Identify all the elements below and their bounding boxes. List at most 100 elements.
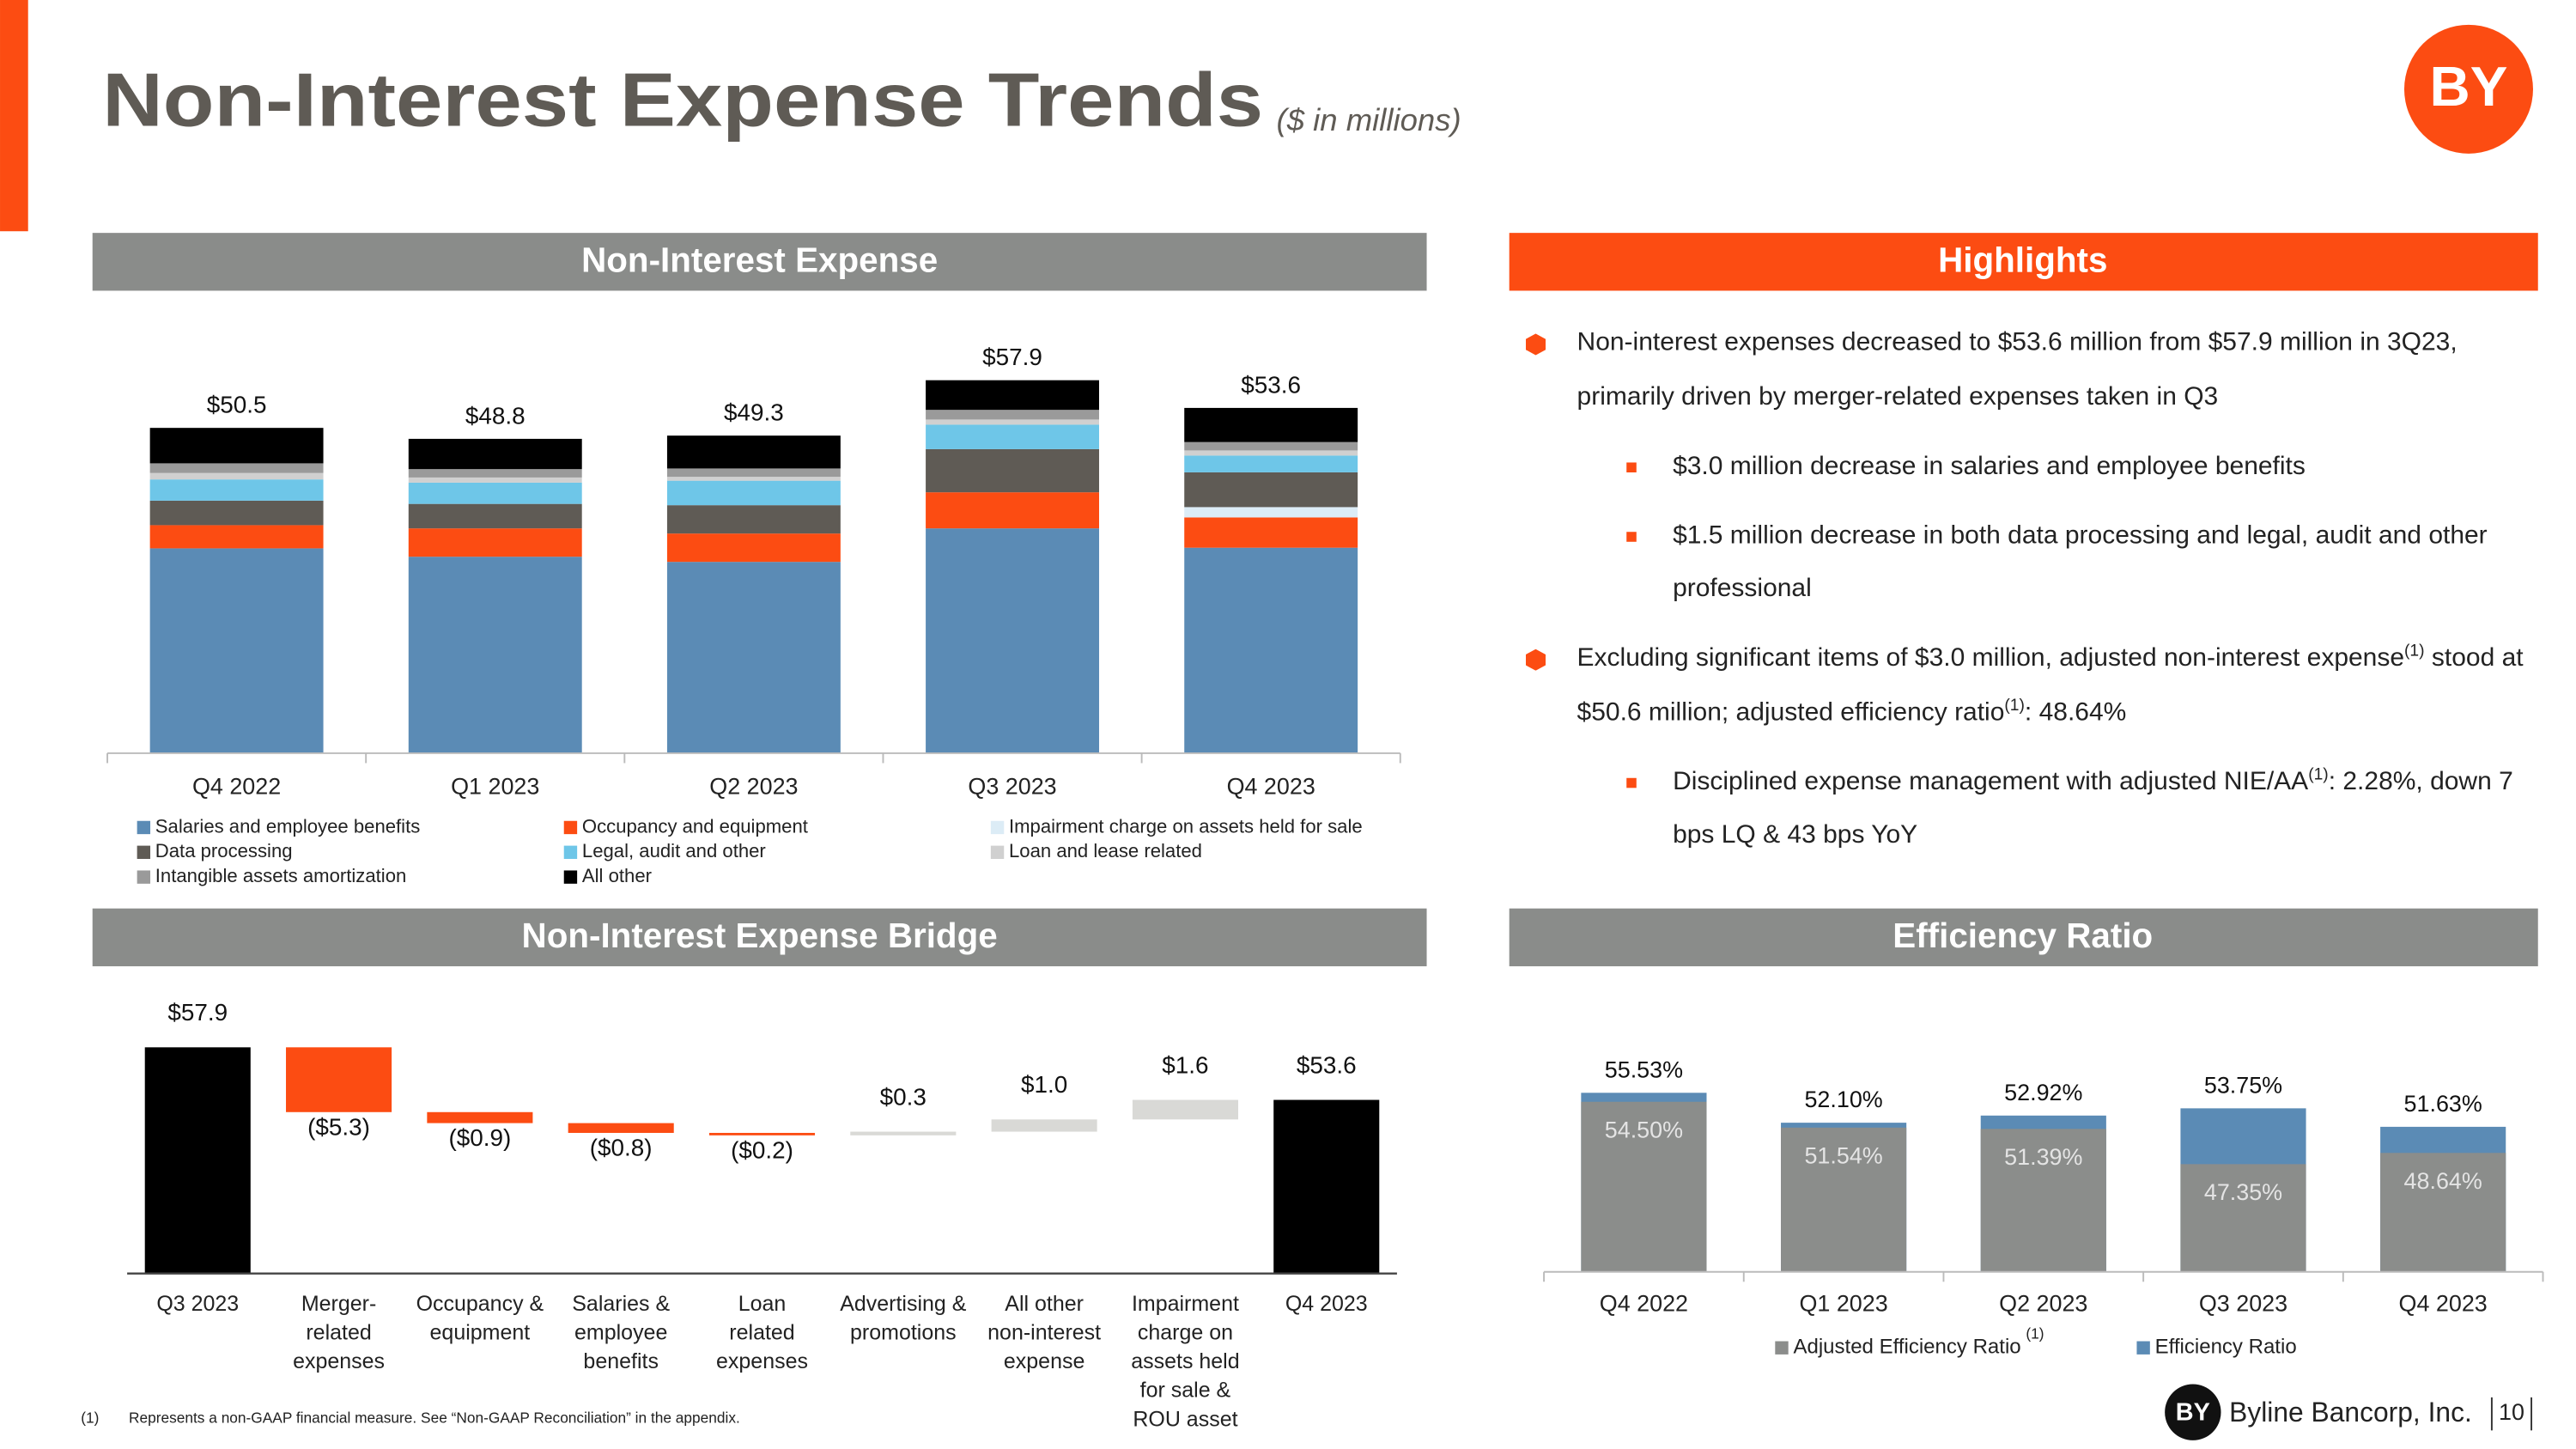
x-tick-label: related xyxy=(306,1320,371,1344)
superscript: (1) xyxy=(2308,765,2329,784)
x-tick-label: expenses xyxy=(716,1349,808,1373)
x-tick-label: Q4 2023 xyxy=(1227,773,1315,799)
x-tick-label: assets held xyxy=(1131,1349,1239,1373)
bar-segment xyxy=(1184,472,1358,508)
legend-note: (1) xyxy=(2026,1324,2044,1342)
bar-segment xyxy=(1184,517,1358,548)
bar xyxy=(568,1123,674,1133)
bar-segment xyxy=(926,448,1100,493)
bullet xyxy=(1525,648,1546,671)
x-tick-label: Salaries & xyxy=(572,1292,670,1316)
bar-segment xyxy=(666,468,841,478)
accent-bar xyxy=(0,0,28,232)
bar-segment xyxy=(666,477,841,481)
section-title: Efficiency Ratio xyxy=(1893,916,2153,955)
bullet-text: $1.5 million decrease in both data proce… xyxy=(1673,521,2488,603)
bar-segment xyxy=(926,492,1100,529)
bar-segment xyxy=(666,435,841,469)
value-label: 51.54% xyxy=(1804,1143,1882,1169)
value-label: ($0.9) xyxy=(448,1124,511,1151)
bullet-text: $3.0 million decrease in salaries and em… xyxy=(1673,451,2306,480)
bullet-text: Disciplined expense management with adju… xyxy=(1673,767,2309,795)
bar-segment xyxy=(1184,450,1358,456)
bar-segment xyxy=(1184,455,1358,472)
value-label: ($0.2) xyxy=(731,1136,793,1163)
legend-label: Impairment charge on assets held for sal… xyxy=(1009,815,1363,837)
total-label: $50.5 xyxy=(207,392,267,418)
x-tick-label: equipment xyxy=(430,1320,531,1344)
bar-segment xyxy=(408,557,582,753)
value-label: 54.50% xyxy=(1605,1117,1683,1142)
legend-swatch xyxy=(990,820,1005,835)
legend-label: All other xyxy=(582,865,652,886)
value-label: 53.75% xyxy=(2204,1072,2282,1098)
bar xyxy=(144,1047,251,1274)
bar-segment xyxy=(149,463,324,473)
value-label: 52.10% xyxy=(1804,1087,1882,1112)
bar-segment xyxy=(408,438,582,470)
bar-segment xyxy=(408,482,582,504)
legend-swatch xyxy=(2136,1341,2150,1355)
x-tick-label: Merger- xyxy=(301,1292,376,1316)
bullet-item: Non-interest expenses decreased to $53.6… xyxy=(1522,317,2533,424)
section-header xyxy=(1509,233,2538,291)
bar-segment xyxy=(926,419,1100,425)
bar xyxy=(991,1119,1097,1132)
legend-label: Data processing xyxy=(155,840,293,861)
bar xyxy=(2380,1153,2506,1272)
value-label: ($0.8) xyxy=(590,1135,653,1161)
x-tick-label: Occupancy & xyxy=(416,1292,544,1316)
bar-segment xyxy=(149,428,324,464)
x-tick-label: Q4 2022 xyxy=(192,773,281,799)
legend-swatch xyxy=(137,845,151,859)
value-label: 51.63% xyxy=(2404,1091,2482,1117)
bar-segment xyxy=(149,472,324,480)
x-tick-label: Advertising & xyxy=(840,1292,967,1316)
title: Non-Interest Expense Trends xyxy=(102,57,1263,142)
x-tick-label: Loan xyxy=(738,1292,787,1316)
x-tick-label: expense xyxy=(1004,1349,1084,1373)
bullet xyxy=(1626,776,1637,788)
x-tick-label: Q4 2022 xyxy=(1600,1290,1688,1316)
footer-logo-text: BY xyxy=(2176,1399,2210,1427)
total-label: $57.9 xyxy=(982,344,1042,370)
x-tick-label: related xyxy=(729,1320,794,1344)
bar-segment xyxy=(149,500,324,526)
highlights: Non-interest expenses decreased to $53.6… xyxy=(1522,317,2533,879)
sub-bullet-item: $1.5 million decrease in both data proce… xyxy=(1522,509,2533,617)
x-tick-label: non-interest xyxy=(987,1320,1101,1344)
x-tick-label: Q1 2023 xyxy=(1799,1290,1887,1316)
bullet xyxy=(1525,333,1546,356)
x-tick-label: All other xyxy=(1005,1292,1084,1316)
bar-segment xyxy=(926,380,1100,411)
superscript: (1) xyxy=(2404,642,2425,661)
x-tick-label: promotions xyxy=(850,1320,957,1344)
value-label: 48.64% xyxy=(2404,1168,2482,1194)
bar-segment xyxy=(926,424,1100,449)
x-tick-label: expenses xyxy=(293,1349,385,1373)
bar-segment xyxy=(408,477,582,483)
bullet xyxy=(1626,531,1637,541)
bullet-text: Excluding significant items of $3.0 mill… xyxy=(1577,644,2405,673)
bar-segment xyxy=(408,469,582,478)
legend-label: Occupancy and equipment xyxy=(582,815,808,837)
bullet xyxy=(1626,461,1637,472)
bar-segment xyxy=(408,528,582,557)
legend-swatch xyxy=(137,870,151,884)
x-tick-label: Q4 2023 xyxy=(1285,1292,1368,1316)
legend-label: Adjusted Efficiency Ratio xyxy=(1793,1336,2020,1359)
bar xyxy=(708,1132,816,1135)
legend-swatch xyxy=(990,845,1005,859)
bar xyxy=(1273,1099,1380,1274)
legend-swatch xyxy=(563,870,578,884)
section-title: Highlights xyxy=(1938,240,2107,279)
bar-segment xyxy=(1184,547,1358,753)
bar-segment xyxy=(666,562,841,753)
value-label: 51.39% xyxy=(2004,1144,2082,1170)
value-label: $1.0 xyxy=(1021,1071,1067,1098)
bar-segment xyxy=(1184,441,1358,451)
value-label: $53.6 xyxy=(1297,1051,1357,1078)
total-label: $53.6 xyxy=(1241,371,1301,398)
